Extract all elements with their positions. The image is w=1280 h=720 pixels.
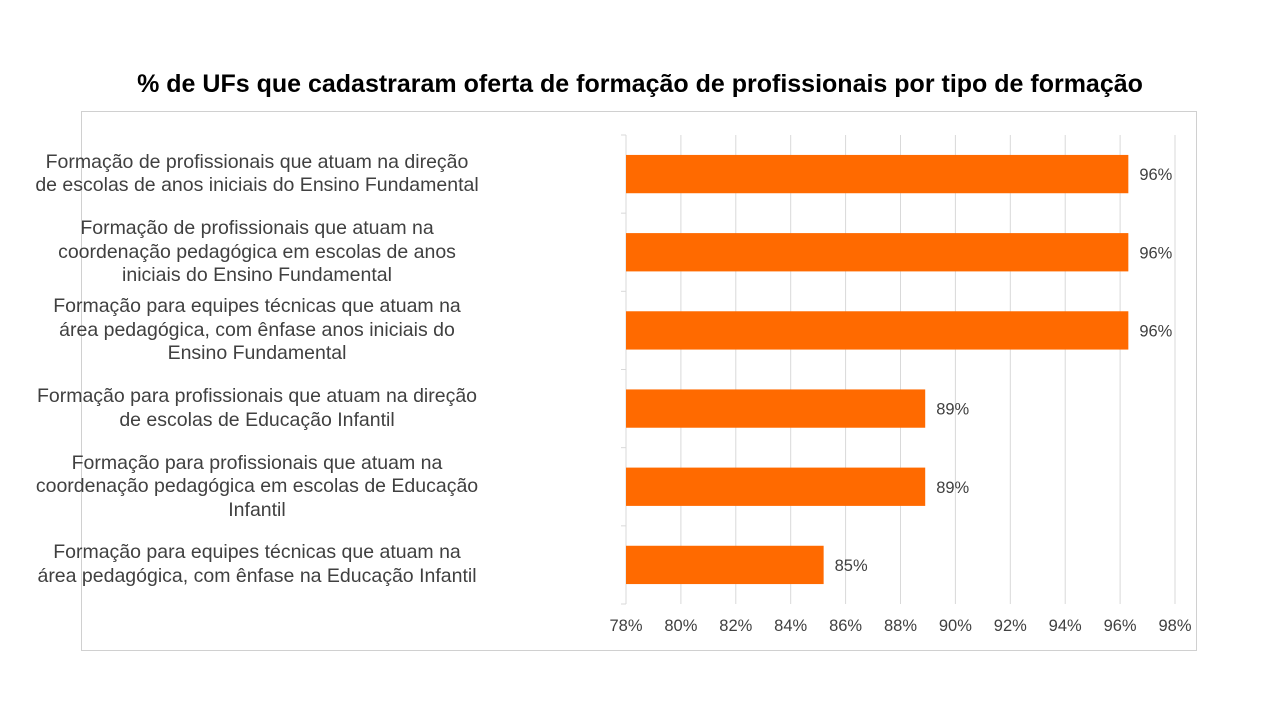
category-label-line: área pedagógica, com ênfase na Educação … xyxy=(37,564,477,587)
category-label-line: coordenação pedagógica em escolas de ano… xyxy=(58,240,456,263)
x-tick-label: 80% xyxy=(664,617,697,635)
bar xyxy=(626,389,926,428)
category-label: Formação para equipes técnicas que atuam… xyxy=(0,295,522,366)
bar xyxy=(626,154,1129,194)
category-label-line: Formação para profissionais que atuam na… xyxy=(36,385,478,408)
data-label: 89% xyxy=(936,479,969,497)
bar xyxy=(626,233,1129,272)
category-label-line: Infantil xyxy=(228,498,286,521)
category-label: Formação para profissionais que atuam na… xyxy=(0,452,522,523)
x-tick-label: 92% xyxy=(994,617,1027,635)
x-tick-label: 84% xyxy=(774,617,807,635)
bar xyxy=(626,467,926,506)
category-label-line: Formação para equipes técnicas que atuam… xyxy=(53,295,461,318)
chart-area: 78% 80% 82% 84% 86% 88% 90% 92% 94% 96% 98% 96% 96% 9… xyxy=(35,111,1197,651)
category-label-line: coordenação pedagógica em escolas de Edu… xyxy=(35,475,479,497)
category-label-line: iniciais do Ensino Fundamental xyxy=(122,264,392,286)
category-label-line: de escolas de Educação Infantil xyxy=(119,408,395,431)
category-label: Formação para equipes técnicas que atuam… xyxy=(0,541,522,588)
category-label-line: Ensino Fundamental xyxy=(167,342,347,365)
data-label: 89% xyxy=(936,401,969,419)
category-label: Formação de profissionais que atuam na co… xyxy=(0,217,522,288)
category-label-line: Formação para equipes técnicas que atuam… xyxy=(53,541,461,564)
category-label-line: área pedagógica, com ênfase anos iniciai… xyxy=(59,318,455,341)
category-label-line: Formação de profissionais que atuam na xyxy=(80,217,434,239)
x-tick-label: 94% xyxy=(1049,617,1082,635)
data-label: 96% xyxy=(1139,322,1172,340)
category-label-line: Formação de profissionais que atuam na d… xyxy=(45,150,469,173)
data-label: 85% xyxy=(835,557,868,575)
chart-title: % de UFs que cadastraram oferta de forma… xyxy=(137,70,1143,98)
x-tick-label: 98% xyxy=(1158,617,1191,635)
bar xyxy=(626,311,1129,350)
category-label-line: de escolas de anos iniciais do Ensino Fu… xyxy=(35,174,479,197)
data-label: 96% xyxy=(1139,166,1172,184)
x-tick-label: 88% xyxy=(884,617,917,635)
bar xyxy=(626,545,824,585)
category-label: Formação de profissionais que atuam na d… xyxy=(0,151,522,198)
x-tick-label: 82% xyxy=(719,617,752,635)
category-label-line: Formação para profissionais que atuam na xyxy=(71,451,443,474)
x-tick-label: 96% xyxy=(1104,617,1137,635)
bar-chart: 78% 80% 82% 84% 86% 88% 90% 92% 94% 96% 98% 96% 96% 9… xyxy=(609,134,1192,635)
data-label: 96% xyxy=(1139,244,1172,262)
x-tick-label: 78% xyxy=(609,617,642,635)
category-label: Formação para profissionais que atuam na… xyxy=(0,385,522,432)
x-tick-label: 86% xyxy=(829,617,862,635)
x-tick-label: 90% xyxy=(939,617,972,635)
